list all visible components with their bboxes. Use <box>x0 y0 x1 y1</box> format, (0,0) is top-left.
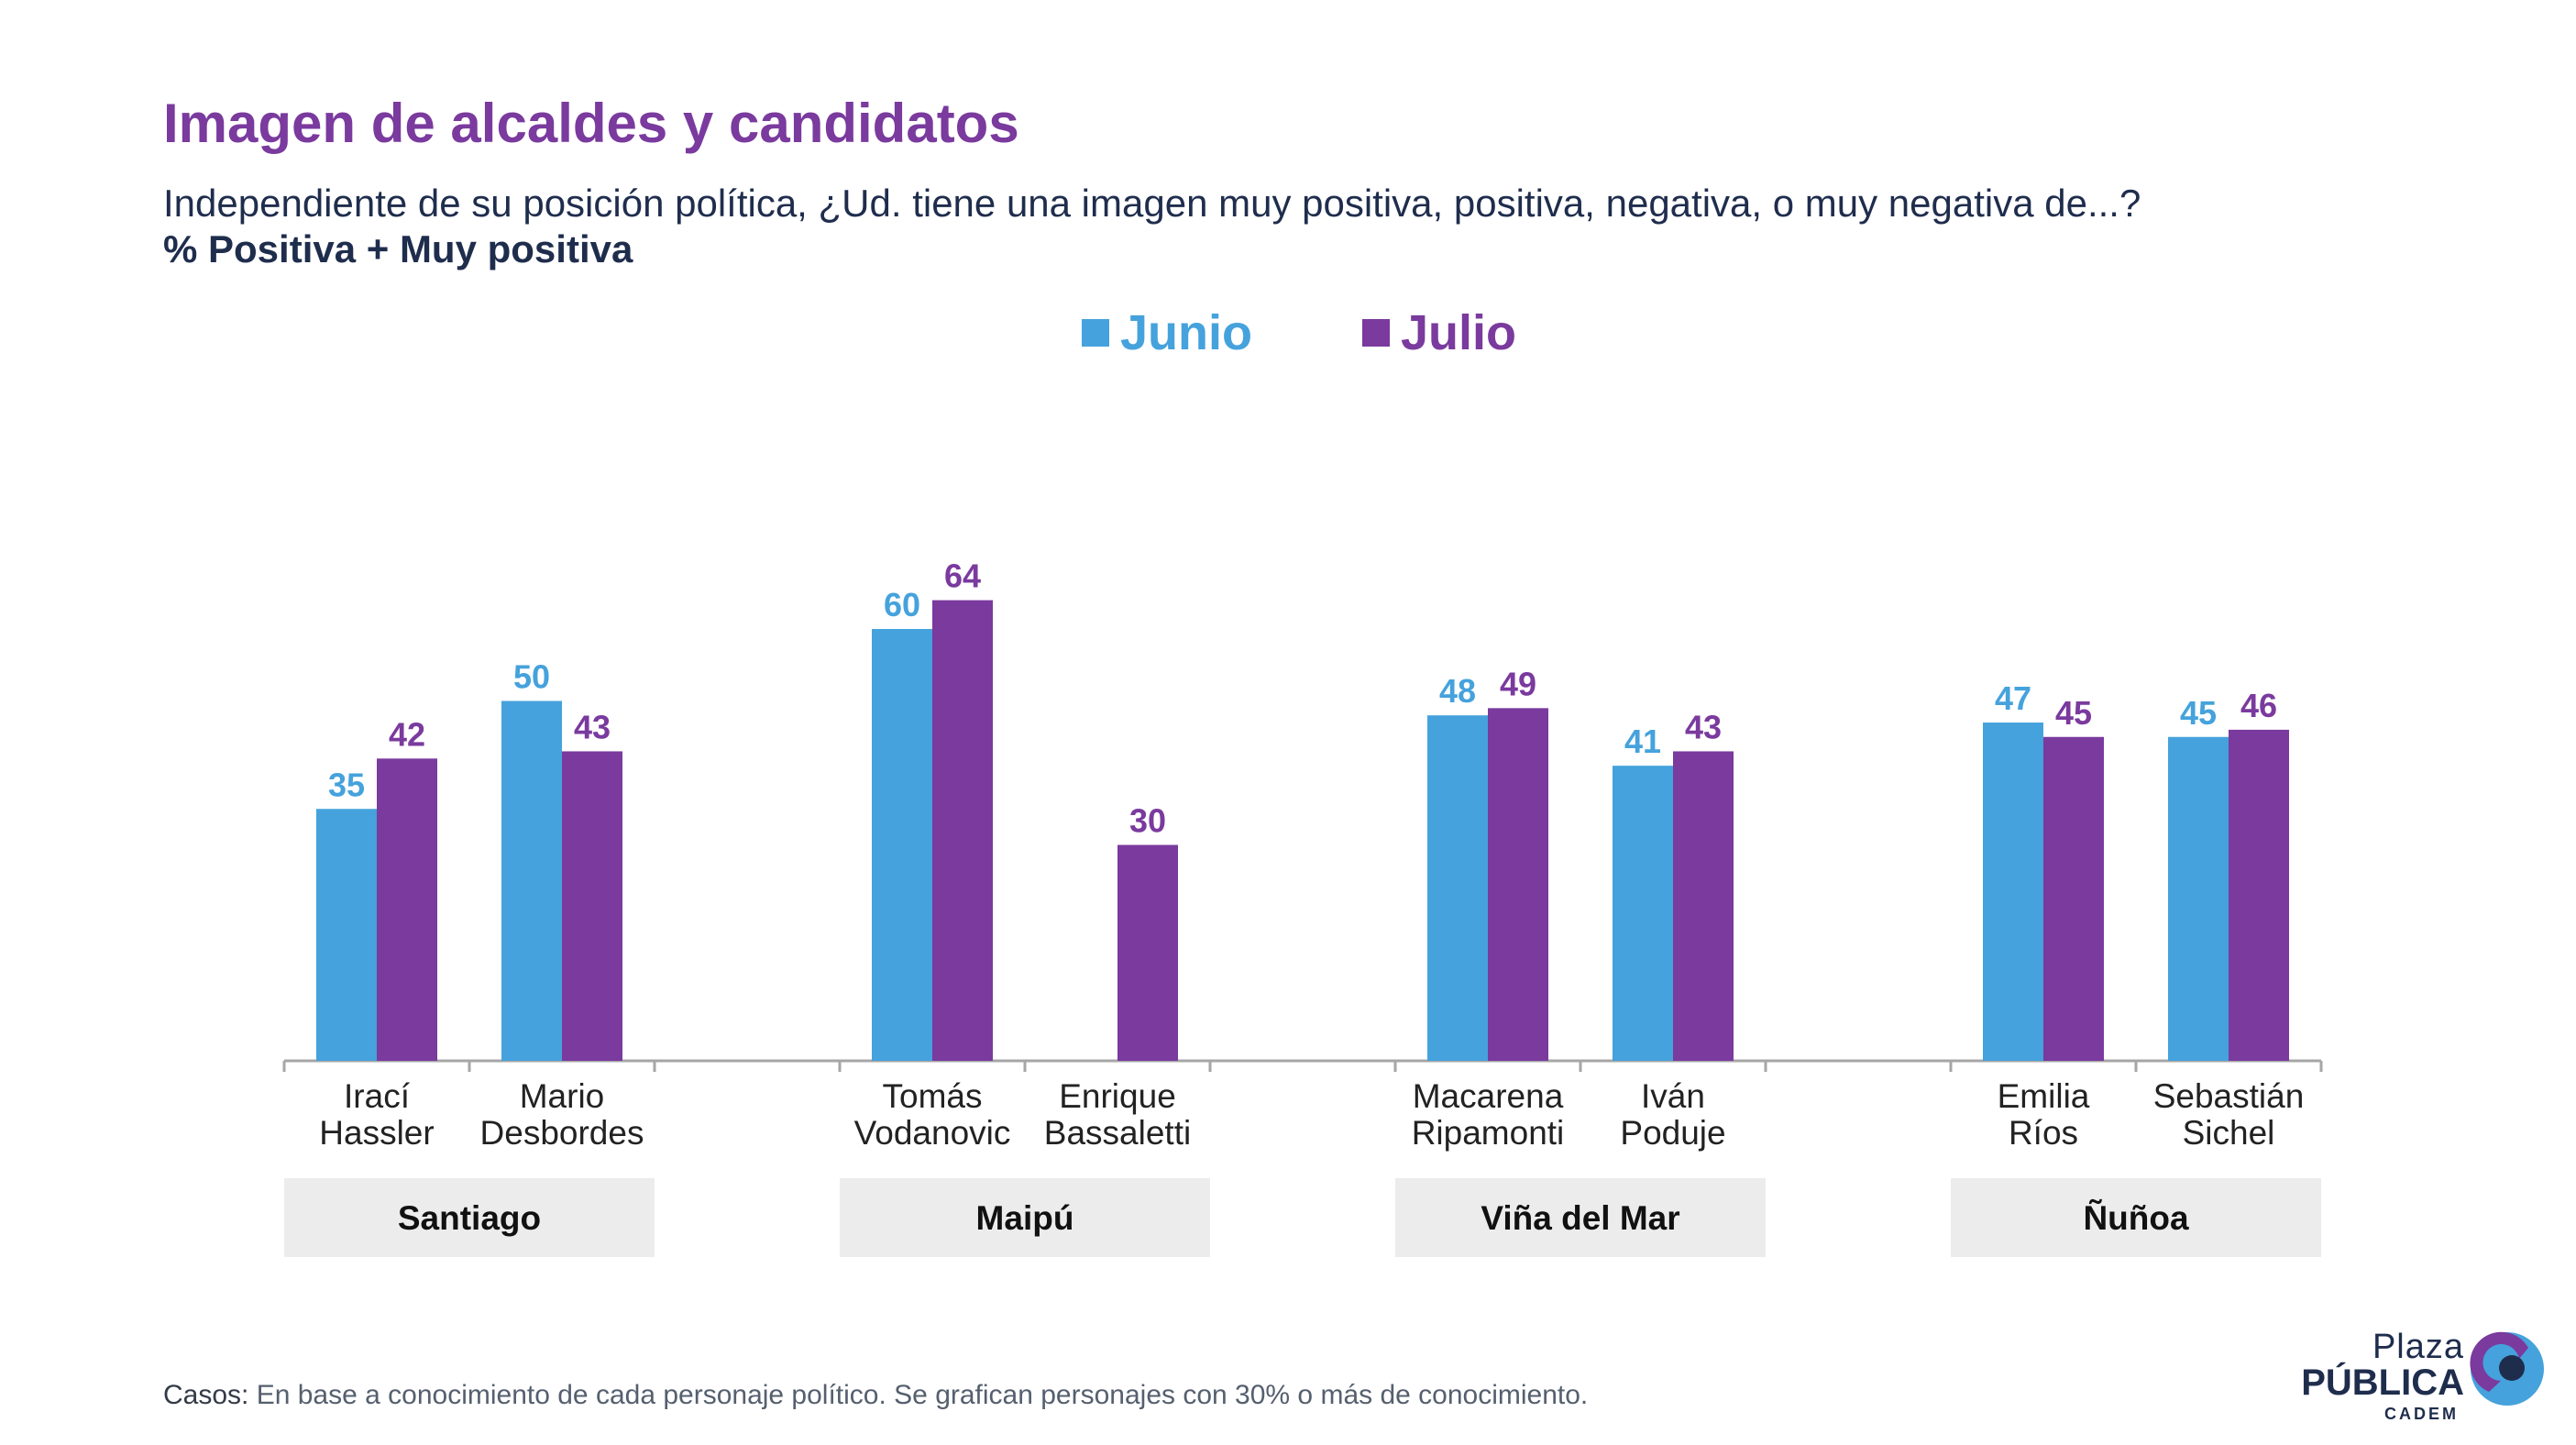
group-label: Viña del Mar <box>1481 1199 1679 1237</box>
bar-julio <box>2043 736 2104 1061</box>
bar-julio <box>1117 844 1178 1061</box>
data-label-julio: 30 <box>1129 802 1166 840</box>
category-label: Ríos <box>2009 1114 2078 1152</box>
logo-text-plaza: Plaza <box>2372 1328 2464 1366</box>
bar-julio <box>932 600 993 1061</box>
data-label-julio: 46 <box>2240 687 2277 724</box>
group-label: Ñuñoa <box>2083 1198 2189 1237</box>
group-box <box>840 1178 1210 1257</box>
category-label: Iván <box>1641 1077 1705 1115</box>
data-label-junio: 60 <box>884 586 920 623</box>
bar-junio <box>316 809 377 1061</box>
legend-label-junio: Junio <box>1120 305 1252 360</box>
data-label-junio: 35 <box>328 766 365 803</box>
data-label-junio: 47 <box>1995 679 2031 717</box>
category-label: Bassaletti <box>1044 1114 1191 1152</box>
data-label-julio: 43 <box>1685 708 1722 745</box>
bar-julio <box>1673 751 1734 1061</box>
footnote-text: En base a conocimiento de cada personaje… <box>248 1380 1589 1410</box>
category-label: Poduje <box>1620 1114 1725 1152</box>
bar-junio <box>1613 766 1673 1061</box>
page-title: Imagen de alcaldes y candidatos <box>163 93 1019 154</box>
logo-text-cadem: CADEM <box>2384 1405 2459 1423</box>
data-label-junio: 41 <box>1624 722 1661 760</box>
category-label: Irací <box>344 1077 411 1115</box>
group-label: Maipú <box>976 1199 1074 1237</box>
bar-julio <box>377 758 437 1061</box>
plaza-publica-logo: Plaza PÚBLICA CADEM <box>2301 1328 2548 1428</box>
bar-junio <box>1983 722 2043 1061</box>
data-label-julio: 43 <box>574 708 611 745</box>
chart-legend: Junio Julio <box>1082 304 1516 361</box>
bar-julio <box>2229 729 2289 1061</box>
data-label-julio: 49 <box>1500 665 1536 702</box>
question-text: Independiente de su posición política, ¿… <box>163 182 2141 225</box>
bar-julio <box>1488 708 1548 1061</box>
legend-swatch-julio <box>1362 319 1390 347</box>
category-label: Tomás <box>883 1077 983 1115</box>
data-label-junio: 45 <box>2180 694 2217 732</box>
group-box <box>284 1178 655 1257</box>
data-label-junio: 48 <box>1439 672 1476 710</box>
data-label-julio: 64 <box>944 557 981 595</box>
legend-label-julio: Julio <box>1401 305 1517 360</box>
logo-mark-icon <box>2470 1331 2544 1406</box>
legend-item-julio: Julio <box>1362 304 1516 361</box>
group-box <box>1951 1178 2321 1257</box>
category-label: Hassler <box>319 1114 434 1152</box>
footnote: Casos: En base a conocimiento de cada pe… <box>163 1380 1588 1411</box>
bar-junio <box>872 629 932 1061</box>
logo-text-publica: PÚBLICA <box>2301 1362 2464 1403</box>
category-label: Sebastián <box>2153 1077 2305 1115</box>
category-label: Desbordes <box>480 1114 644 1152</box>
legend-swatch-junio <box>1082 319 1109 347</box>
group-box <box>1395 1178 1766 1257</box>
category-label: Macarena <box>1413 1077 1564 1115</box>
footnote-label: Casos: <box>163 1380 249 1410</box>
bar-junio <box>1427 715 1488 1061</box>
bar-julio <box>562 751 622 1061</box>
data-label-julio: 45 <box>2055 694 2092 732</box>
category-label: Sichel <box>2183 1114 2275 1152</box>
category-label: Ripamonti <box>1412 1114 1565 1152</box>
bar-junio <box>2168 736 2229 1061</box>
category-label: Enrique <box>1059 1077 1176 1115</box>
group-label: Santiago <box>398 1199 541 1237</box>
bar-junio <box>501 700 562 1061</box>
metric-label: % Positiva + Muy positiva <box>163 227 633 270</box>
category-label: Mario <box>520 1077 605 1115</box>
data-label-julio: 42 <box>389 715 425 753</box>
data-label-junio: 50 <box>513 658 550 696</box>
category-label: Vodanovic <box>854 1114 1011 1152</box>
legend-item-junio: Junio <box>1082 304 1252 361</box>
category-label: Emilia <box>1998 1077 2090 1115</box>
